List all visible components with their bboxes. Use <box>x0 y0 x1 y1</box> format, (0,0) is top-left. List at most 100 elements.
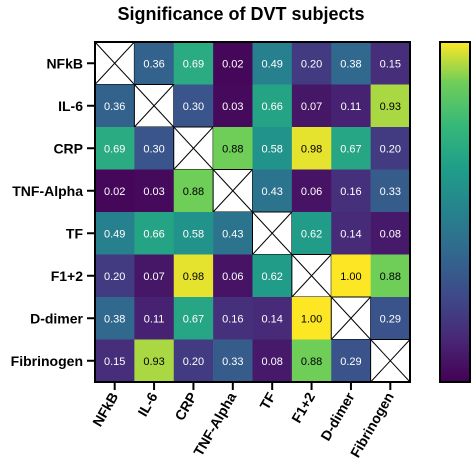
heatmap-cell <box>134 127 175 170</box>
cell-value-label: 0.33 <box>380 186 401 198</box>
cell-value-label: 0.88 <box>301 356 322 368</box>
heatmap-cell <box>291 42 332 85</box>
heatmap-cell <box>134 212 175 255</box>
heatmap-cell <box>370 42 411 85</box>
heatmap-cell <box>173 42 214 85</box>
y-tick-label: F1+2 <box>51 268 84 284</box>
heatmap-cell <box>252 127 293 170</box>
heatmap-cell <box>370 297 411 340</box>
cell-value-label: 0.69 <box>104 143 125 155</box>
cell-value-label: 0.06 <box>222 271 243 283</box>
heatmap-cell <box>213 339 253 383</box>
heatmap-cells: 0.36 0.69 0.02 0.49 0.20 0.38 0.15 0.36 0.30 0.03… <box>94 41 411 383</box>
cell-value-label: 0.62 <box>261 271 282 283</box>
heatmap-cell <box>291 169 332 213</box>
heatmap-cell <box>213 254 253 298</box>
x-tick-label: CRP <box>171 390 200 424</box>
cell-value-label: 0.98 <box>183 271 204 283</box>
heatmap-cell <box>331 169 371 213</box>
cell-value-label: 0.20 <box>183 356 204 368</box>
row-labels: NFkB IL-6 CRP TNF-Alpha TF F1+2 D-dimer Fibrino… <box>11 55 95 369</box>
cell-value-label: 0.11 <box>144 313 165 325</box>
diagonal-cross-line <box>330 296 371 340</box>
cell-value-label: 0.67 <box>340 143 361 155</box>
cell-value-label: 0.29 <box>340 356 361 368</box>
cell-value-label: 0.66 <box>261 101 282 113</box>
heatmap-cell <box>252 169 293 213</box>
cell-value-label: 0.14 <box>340 228 361 240</box>
colorbar <box>439 41 471 383</box>
cell-value-label: 0.67 <box>183 313 204 325</box>
heatmap-cell <box>213 84 253 128</box>
heatmap-cell <box>252 42 293 85</box>
cell-value-label: 0.98 <box>301 143 322 155</box>
x-tick-label: F1+2 <box>288 389 318 425</box>
cell-value-label: 0.07 <box>143 271 164 283</box>
heatmap-cell <box>370 212 411 255</box>
x-tick-label: IL-6 <box>134 389 160 419</box>
cell-value-label: 0.15 <box>380 58 401 70</box>
diagonal-cross-line <box>370 339 411 383</box>
cell-value-label: 0.08 <box>380 228 401 240</box>
diagonal-cross-line <box>212 169 253 213</box>
x-tick-label: TF <box>256 389 279 412</box>
cell-value-label: 0.14 <box>261 313 282 325</box>
cell-value-label: 0.88 <box>183 186 204 198</box>
diagonal-cross-line <box>291 254 332 298</box>
heatmap-cell <box>95 254 135 298</box>
cell-value-label: 0.02 <box>104 186 125 198</box>
heatmap-cell <box>252 339 293 383</box>
cell-value-label: 0.07 <box>301 101 322 113</box>
heatmap-cell <box>252 297 293 340</box>
y-tick-label: CRP <box>53 140 83 156</box>
heatmap-cell <box>291 84 332 128</box>
cell-value-label: 0.29 <box>380 313 401 325</box>
diagonal-cross-line <box>134 84 175 128</box>
cell-value-label: 1.00 <box>301 313 322 325</box>
heatmap-cell <box>331 212 371 255</box>
cell-value-label: 0.11 <box>341 101 362 113</box>
cell-value-label: 0.58 <box>261 143 282 155</box>
heatmap-cell <box>173 212 214 255</box>
heatmap-cell <box>370 127 411 170</box>
cell-value-label: 0.16 <box>222 313 243 325</box>
heatmap-cell <box>331 42 371 85</box>
heatmap-cell <box>370 84 411 128</box>
cell-value-label: 0.66 <box>143 228 164 240</box>
heatmap-cell <box>213 127 253 170</box>
heatmap-cell <box>173 254 214 298</box>
plot-frame <box>94 41 411 383</box>
cell-value-label: 1.00 <box>340 271 361 283</box>
heatmap-cell <box>331 254 371 298</box>
chart-title: Significance of DVT subjects <box>117 4 364 24</box>
heatmap-cell <box>370 254 411 298</box>
cell-value-label: 0.36 <box>104 101 125 113</box>
cell-value-label: 0.08 <box>261 356 282 368</box>
cell-value-label: 0.93 <box>143 356 164 368</box>
heatmap-cell <box>95 84 135 128</box>
cell-value-label: 0.38 <box>104 313 125 325</box>
cell-value-label: 0.33 <box>222 356 243 368</box>
cell-value-label: 0.62 <box>301 228 322 240</box>
heatmap-cell <box>134 169 175 213</box>
cell-value-label: 0.49 <box>261 58 282 70</box>
cell-value-label: 0.20 <box>104 271 125 283</box>
heatmap-cell <box>291 212 332 255</box>
cell-value-label: 0.30 <box>143 143 164 155</box>
y-tick-label: Fibrinogen <box>11 353 83 369</box>
cell-value-label: 0.58 <box>183 228 204 240</box>
heatmap-cell <box>291 339 332 383</box>
heatmap-cell <box>173 339 214 383</box>
heatmap-cell <box>173 297 214 340</box>
cell-value-label: 0.38 <box>340 58 361 70</box>
heatmap-cell <box>252 84 293 128</box>
cell-value-label: 0.03 <box>143 186 164 198</box>
heatmap-cell <box>291 127 332 170</box>
y-tick-label: TF <box>66 225 84 241</box>
heatmap-cell <box>134 42 175 85</box>
diagonal-cross-line <box>173 126 214 170</box>
cell-value-label: 0.36 <box>143 58 164 70</box>
cell-value-label: 0.06 <box>301 186 322 198</box>
